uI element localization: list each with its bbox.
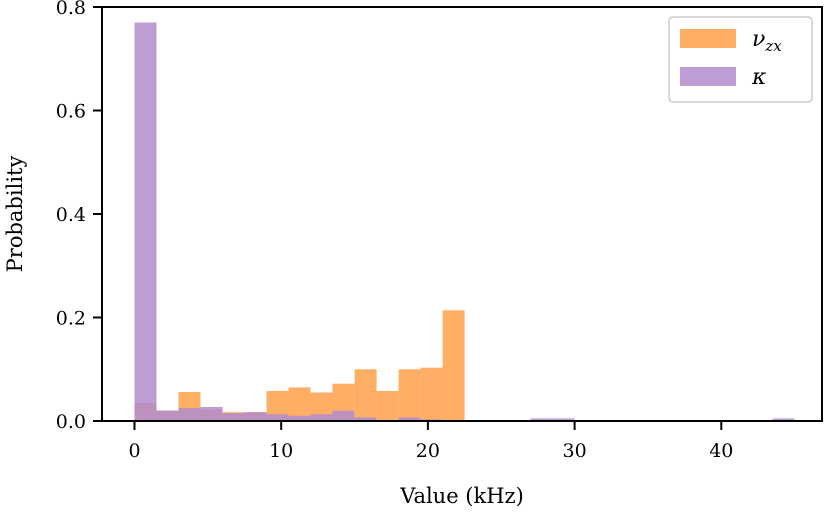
histogram-bar bbox=[530, 418, 553, 421]
histogram-bar bbox=[442, 310, 465, 421]
histogram-bar bbox=[310, 414, 333, 421]
y-tick-label: 0.8 bbox=[56, 0, 86, 19]
histogram-bar bbox=[288, 415, 311, 421]
y-tick-label: 0.2 bbox=[56, 308, 86, 330]
x-tick-label: 30 bbox=[563, 440, 587, 462]
histogram-bar bbox=[288, 387, 311, 421]
histogram-bar bbox=[398, 417, 421, 421]
histogram-bar bbox=[222, 413, 245, 421]
histogram-bar bbox=[552, 418, 575, 421]
x-tick-label: 10 bbox=[269, 440, 293, 462]
legend: νzx κ bbox=[668, 16, 813, 103]
histogram-bars bbox=[134, 22, 795, 422]
x-tick-label: 20 bbox=[416, 440, 440, 462]
histogram-bar bbox=[376, 391, 399, 421]
histogram-bar bbox=[266, 414, 289, 421]
histogram-bar bbox=[200, 407, 223, 421]
y-axis-ticks: 0.0 0.2 0.4 0.6 0.8 bbox=[56, 0, 102, 433]
histogram-bar bbox=[354, 369, 377, 422]
y-tick-label: 0.4 bbox=[56, 204, 86, 226]
histogram-bar bbox=[134, 22, 157, 421]
legend-label-nu-zx: νzx bbox=[752, 27, 782, 55]
histogram-bar bbox=[244, 412, 267, 421]
y-tick-label: 0.0 bbox=[56, 411, 86, 433]
histogram-bar bbox=[156, 410, 179, 421]
legend-label-kappa: κ bbox=[751, 65, 767, 90]
x-tick-label: 40 bbox=[709, 440, 733, 462]
y-tick-label: 0.6 bbox=[56, 101, 86, 123]
histogram-bar bbox=[772, 418, 795, 421]
histogram-bar bbox=[178, 408, 201, 421]
x-axis-label: Value (kHz) bbox=[399, 484, 524, 508]
histogram-bar bbox=[398, 369, 421, 422]
histogram-bar bbox=[266, 391, 289, 421]
histogram-bar bbox=[332, 410, 355, 421]
x-tick-label: 0 bbox=[128, 440, 140, 462]
legend-swatch-kappa bbox=[680, 67, 736, 86]
histogram-bar bbox=[310, 392, 333, 421]
y-axis-label: Probability bbox=[3, 156, 27, 273]
histogram-bar bbox=[354, 417, 377, 421]
histogram-bar bbox=[420, 367, 443, 421]
x-axis-ticks: 0 10 20 30 40 bbox=[128, 421, 733, 462]
legend-swatch-nu-zx bbox=[680, 29, 736, 48]
